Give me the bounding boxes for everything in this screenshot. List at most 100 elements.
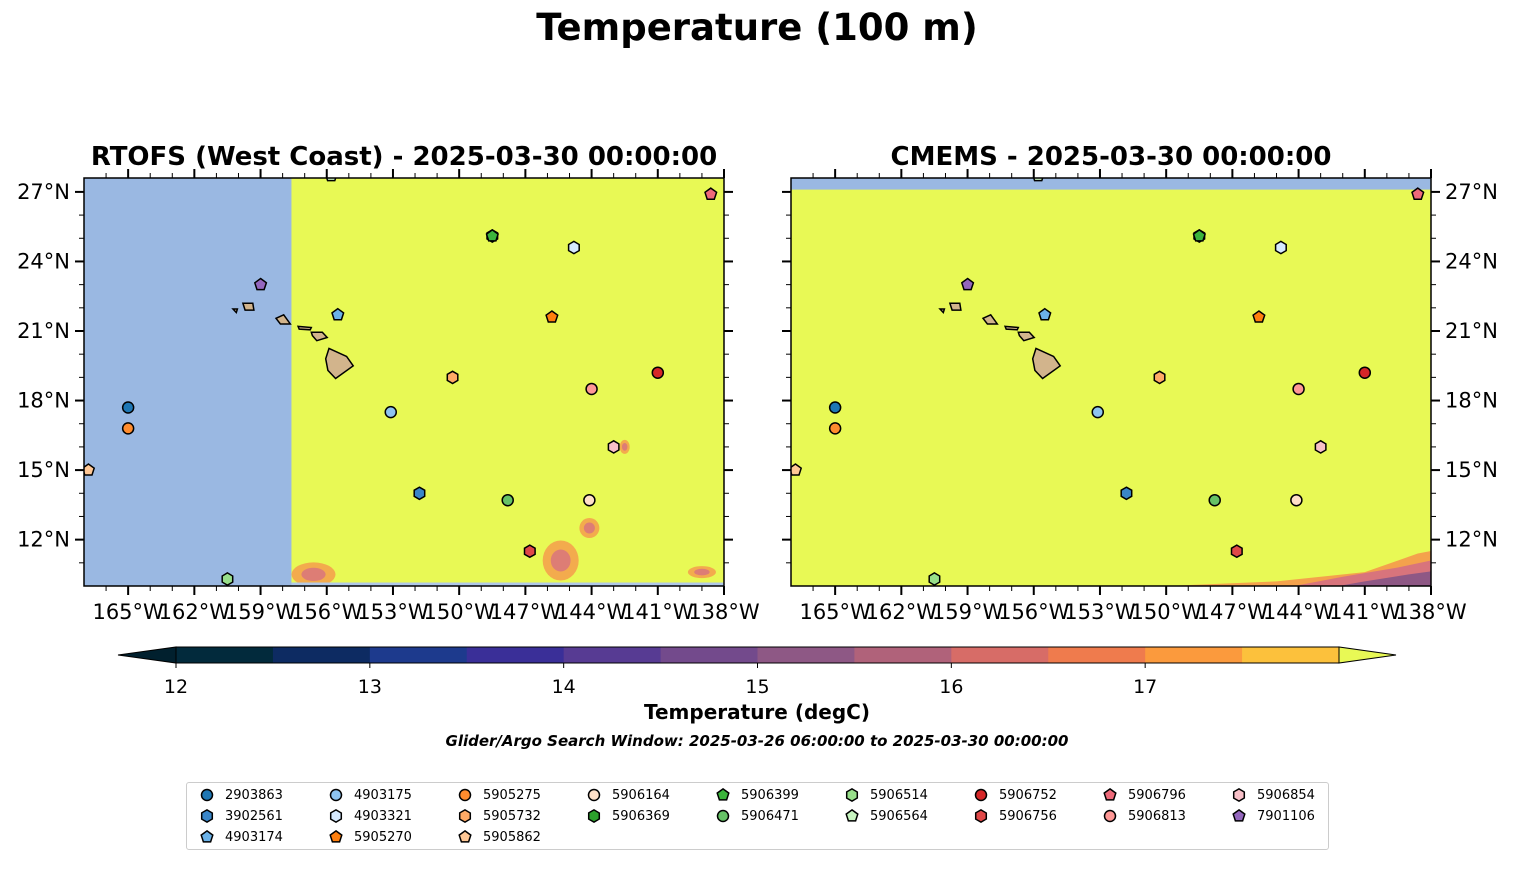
colorbar-segment — [660, 647, 758, 663]
legend-marker — [716, 809, 730, 823]
pentagon-marker-icon — [716, 787, 730, 801]
float-marker-2903863 — [121, 401, 135, 414]
legend-item-4903321: 4903321 — [328, 808, 412, 824]
float-marker-4903321 — [567, 240, 580, 255]
float-marker-5905275 — [828, 422, 842, 435]
legend-item-5906369: 5906369 — [586, 808, 670, 824]
x-tick-label: 159°W — [932, 600, 1004, 624]
island-oahu — [274, 313, 292, 325]
float-marker-2903863 — [828, 401, 842, 414]
cool-patch-core — [621, 443, 628, 451]
float-marker-5906164 — [1290, 493, 1303, 507]
legend-marker — [1232, 808, 1246, 822]
legend-item-5905862: 5905862 — [457, 829, 541, 845]
circle-marker-icon — [716, 809, 730, 823]
float-marker-5906796 — [1411, 187, 1425, 200]
legend-marker — [587, 809, 601, 823]
float-marker-5905732 — [1153, 370, 1166, 385]
x-tick-label: 147°W — [1197, 600, 1269, 624]
float-marker-5906813 — [1292, 382, 1305, 396]
legend-item-5906564: 5906564 — [844, 808, 928, 824]
cmems-map-panel: 165°W162°W159°W156°W153°W150°W147°W144°W… — [782, 169, 1498, 624]
y-tick-label: 21°N — [1445, 319, 1498, 343]
legend-marker — [1232, 788, 1246, 802]
circle-marker-icon — [458, 788, 472, 802]
float-marker-5906813 — [585, 382, 598, 396]
legend-item-3902561: 3902561 — [199, 808, 283, 824]
legend-label: 5906514 — [870, 787, 928, 803]
island-niihau — [938, 308, 946, 314]
legend-label: 5906369 — [612, 808, 670, 824]
legend-item-5905732: 5905732 — [457, 808, 541, 824]
hexagon-marker-icon — [845, 788, 859, 802]
missing-data-band — [791, 178, 1431, 190]
cool-patch-core — [550, 549, 571, 572]
legend-label: 7901106 — [1257, 808, 1315, 824]
cmems-map-frame — [790, 177, 1432, 587]
search-window-text: Glider/Argo Search Window: 2025-03-26 06… — [445, 732, 1069, 750]
y-tick-label: 15°N — [1445, 458, 1498, 482]
float-marker-4903175 — [1091, 405, 1105, 419]
float-marker-4903174 — [1038, 307, 1052, 321]
legend-marker — [587, 788, 601, 802]
pentagon-marker-icon — [845, 808, 859, 822]
legend-label: 5906564 — [870, 808, 928, 824]
legend-label: 4903175 — [354, 787, 412, 803]
float-marker-5905270 — [545, 310, 559, 323]
colorbar-tick-label: 13 — [358, 676, 382, 698]
float-marker-5906399 — [485, 228, 499, 242]
legend-label: 5906813 — [1128, 808, 1186, 824]
hexagon-marker-icon — [200, 809, 214, 823]
colorbar-segment — [854, 647, 952, 663]
legend-label: 5906471 — [741, 808, 799, 824]
legend-item-5906796: 5906796 — [1102, 787, 1186, 803]
cool-region-core — [1338, 571, 1431, 586]
float-marker-7901106 — [960, 277, 975, 291]
colorbar-segment — [951, 647, 1049, 663]
circle-marker-icon — [200, 788, 214, 802]
legend-marker — [974, 809, 988, 823]
y-tick-label: 27°N — [1445, 180, 1498, 204]
x-tick-label: 153°W — [357, 600, 429, 624]
x-tick-label: 153°W — [1064, 600, 1136, 624]
legend-label: 5905732 — [483, 808, 541, 824]
y-tick-label: 18°N — [17, 389, 70, 413]
colorbar-tick-label: 16 — [939, 676, 963, 698]
colorbar-segment — [1048, 647, 1146, 663]
x-tick-label: 150°W — [1130, 600, 1202, 624]
y-tick-label: 24°N — [17, 249, 70, 273]
pentagon-marker-icon — [1103, 787, 1117, 801]
float-marker-5906752 — [651, 366, 665, 379]
float-marker-5905275 — [121, 422, 135, 435]
legend-item-4903174: 4903174 — [199, 829, 283, 845]
x-tick-label: 162°W — [159, 600, 231, 624]
legend-label: 2903863 — [225, 787, 283, 803]
island-maui — [1017, 331, 1036, 342]
legend-label: 5906854 — [1257, 787, 1315, 803]
x-tick-label: 165°W — [92, 600, 164, 624]
hexagon-marker-icon — [974, 809, 988, 823]
warm-water-field — [791, 178, 1431, 586]
island-hawaii — [324, 347, 355, 380]
rtofs-map-frame — [83, 177, 725, 587]
x-tick-label: 159°W — [225, 600, 297, 624]
pentagon-marker-icon — [329, 829, 343, 843]
x-tick-label: 156°W — [998, 600, 1070, 624]
legend-marker — [845, 808, 859, 822]
legend-marker — [329, 809, 343, 823]
float-marker-5906471 — [1208, 493, 1221, 507]
hexagon-marker-icon — [587, 809, 601, 823]
colorbar-tick-label: 15 — [745, 676, 769, 698]
float-marker-5906399 — [1192, 228, 1206, 242]
legend-item-7901106: 7901106 — [1231, 808, 1315, 824]
legend-item-4903175: 4903175 — [328, 787, 412, 803]
float-marker-5906752 — [1358, 366, 1372, 379]
legend-item-5905270: 5905270 — [328, 829, 412, 845]
x-tick-label: 141°W — [1329, 600, 1401, 624]
float-marker-5906756 — [523, 544, 536, 559]
legend-item-5906514: 5906514 — [844, 787, 928, 803]
map-figure: 165°W162°W159°W156°W153°W150°W147°W144°W… — [17, 169, 1498, 698]
float-marker-5906756 — [1230, 544, 1243, 559]
island-hawaii — [1031, 347, 1062, 380]
legend-label: 5905862 — [483, 829, 541, 845]
